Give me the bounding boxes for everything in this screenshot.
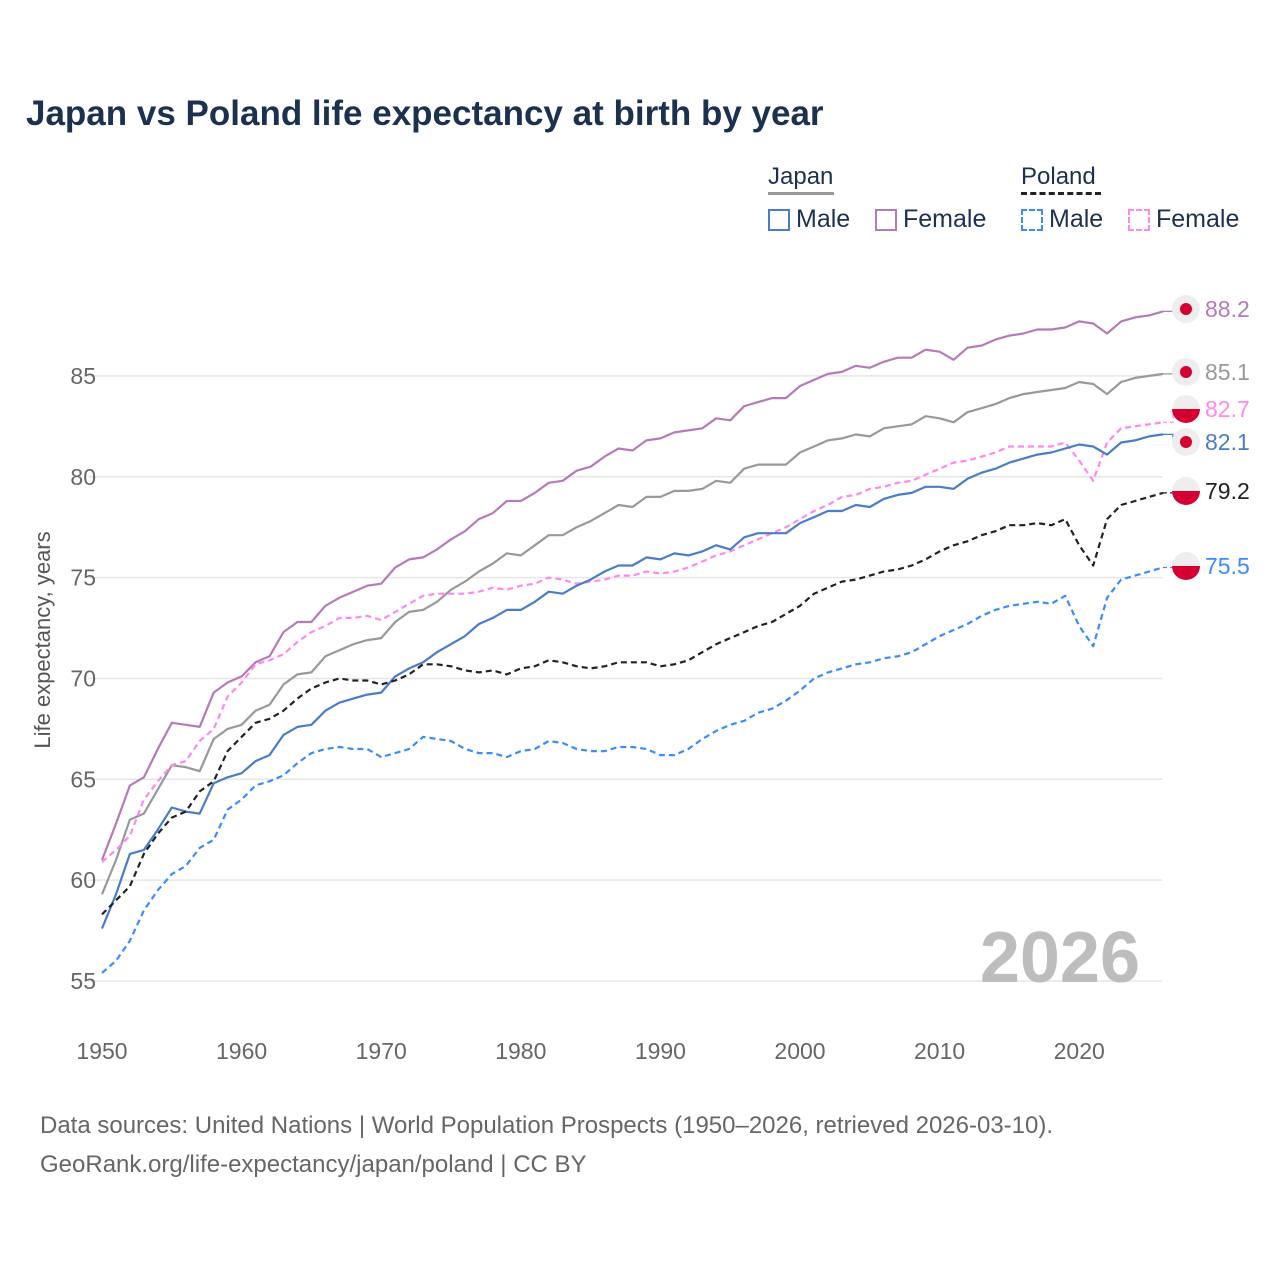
end-value-label: 82.1	[1205, 429, 1250, 455]
series-line-poland	[101, 491, 1164, 916]
x-tick-label: 2020	[1054, 1038, 1105, 1064]
series-line-poland-male	[101, 566, 1164, 974]
year-annotation: 2026	[980, 918, 1140, 998]
legend-item-poland-female[interactable]: Female	[1128, 205, 1239, 234]
japan-flag-sun	[1180, 436, 1192, 448]
end-value-label: 85.1	[1205, 359, 1250, 385]
legend-japan-line	[768, 192, 834, 195]
legend-item-poland-male[interactable]: Male	[1021, 205, 1103, 234]
x-tick-label: 1960	[216, 1038, 267, 1064]
legend-swatch-icon	[768, 209, 790, 231]
x-tick-label: 1950	[76, 1038, 127, 1064]
legend-label: Female	[1156, 205, 1240, 233]
y-tick-label: 60	[70, 867, 96, 893]
x-tick-label: 2010	[914, 1038, 965, 1064]
poland-flag-red-half	[1172, 409, 1200, 423]
legend-group-poland: Poland	[1021, 163, 1101, 195]
y-tick-label: 75	[70, 565, 96, 591]
legend-label: Female	[903, 205, 987, 233]
series-line-japan	[100, 372, 1164, 895]
x-tick-label: 2000	[774, 1038, 825, 1064]
legend-item-japan-female[interactable]: Female	[875, 205, 986, 234]
end-value-label: 75.5	[1205, 553, 1250, 579]
end-value-label: 82.7	[1205, 396, 1250, 422]
end-value-label: 88.2	[1205, 296, 1250, 322]
legend-item-japan-male[interactable]: Male	[768, 205, 850, 234]
end-value-label: 79.2	[1205, 478, 1250, 504]
legend-swatch-icon	[1021, 209, 1043, 231]
legend-swatch-icon	[1128, 209, 1150, 231]
legend-poland-line	[1021, 192, 1101, 195]
end-label-connector	[1162, 408, 1174, 423]
series-line-japan-male	[100, 433, 1164, 930]
series-line-japan-female	[100, 310, 1164, 861]
y-tick-label: 55	[70, 968, 96, 994]
y-axis-label: Life expectancy, years	[30, 531, 55, 748]
end-label-connector	[1162, 490, 1174, 494]
end-label-connector	[1162, 565, 1174, 569]
end-label-connector	[1162, 371, 1174, 375]
chart-title: Japan vs Poland life expectancy at birth…	[26, 94, 824, 133]
japan-flag-sun	[1180, 366, 1192, 378]
y-tick-label: 85	[70, 363, 96, 389]
legend-label: Male	[1049, 205, 1104, 233]
legend-group-japan: Japan	[768, 163, 834, 195]
y-tick-label: 70	[70, 665, 96, 691]
poland-flag-red-half	[1172, 566, 1200, 580]
x-tick-label: 1990	[635, 1038, 686, 1064]
legend-group-japan-label: Japan	[768, 163, 834, 190]
x-tick-label: 1970	[356, 1038, 407, 1064]
attribution-link[interactable]: GeoRank.org/life-expectancy/japan/poland…	[40, 1151, 587, 1178]
y-tick-label: 80	[70, 464, 96, 490]
end-label-connector	[1162, 308, 1174, 312]
legend-group-poland-label: Poland	[1021, 163, 1096, 190]
legend-swatch-icon	[875, 209, 897, 231]
x-tick-label: 1980	[495, 1038, 546, 1064]
poland-flag-red-half	[1172, 491, 1200, 505]
end-label-connector	[1162, 433, 1174, 443]
japan-flag-sun	[1180, 303, 1192, 315]
legend-label: Male	[796, 205, 851, 233]
y-tick-label: 65	[70, 766, 96, 792]
data-source-text: Data sources: United Nations | World Pop…	[40, 1112, 1054, 1139]
series-line-poland-female	[101, 421, 1164, 863]
footer: Data sources: United Nations | World Pop…	[40, 1106, 1053, 1184]
